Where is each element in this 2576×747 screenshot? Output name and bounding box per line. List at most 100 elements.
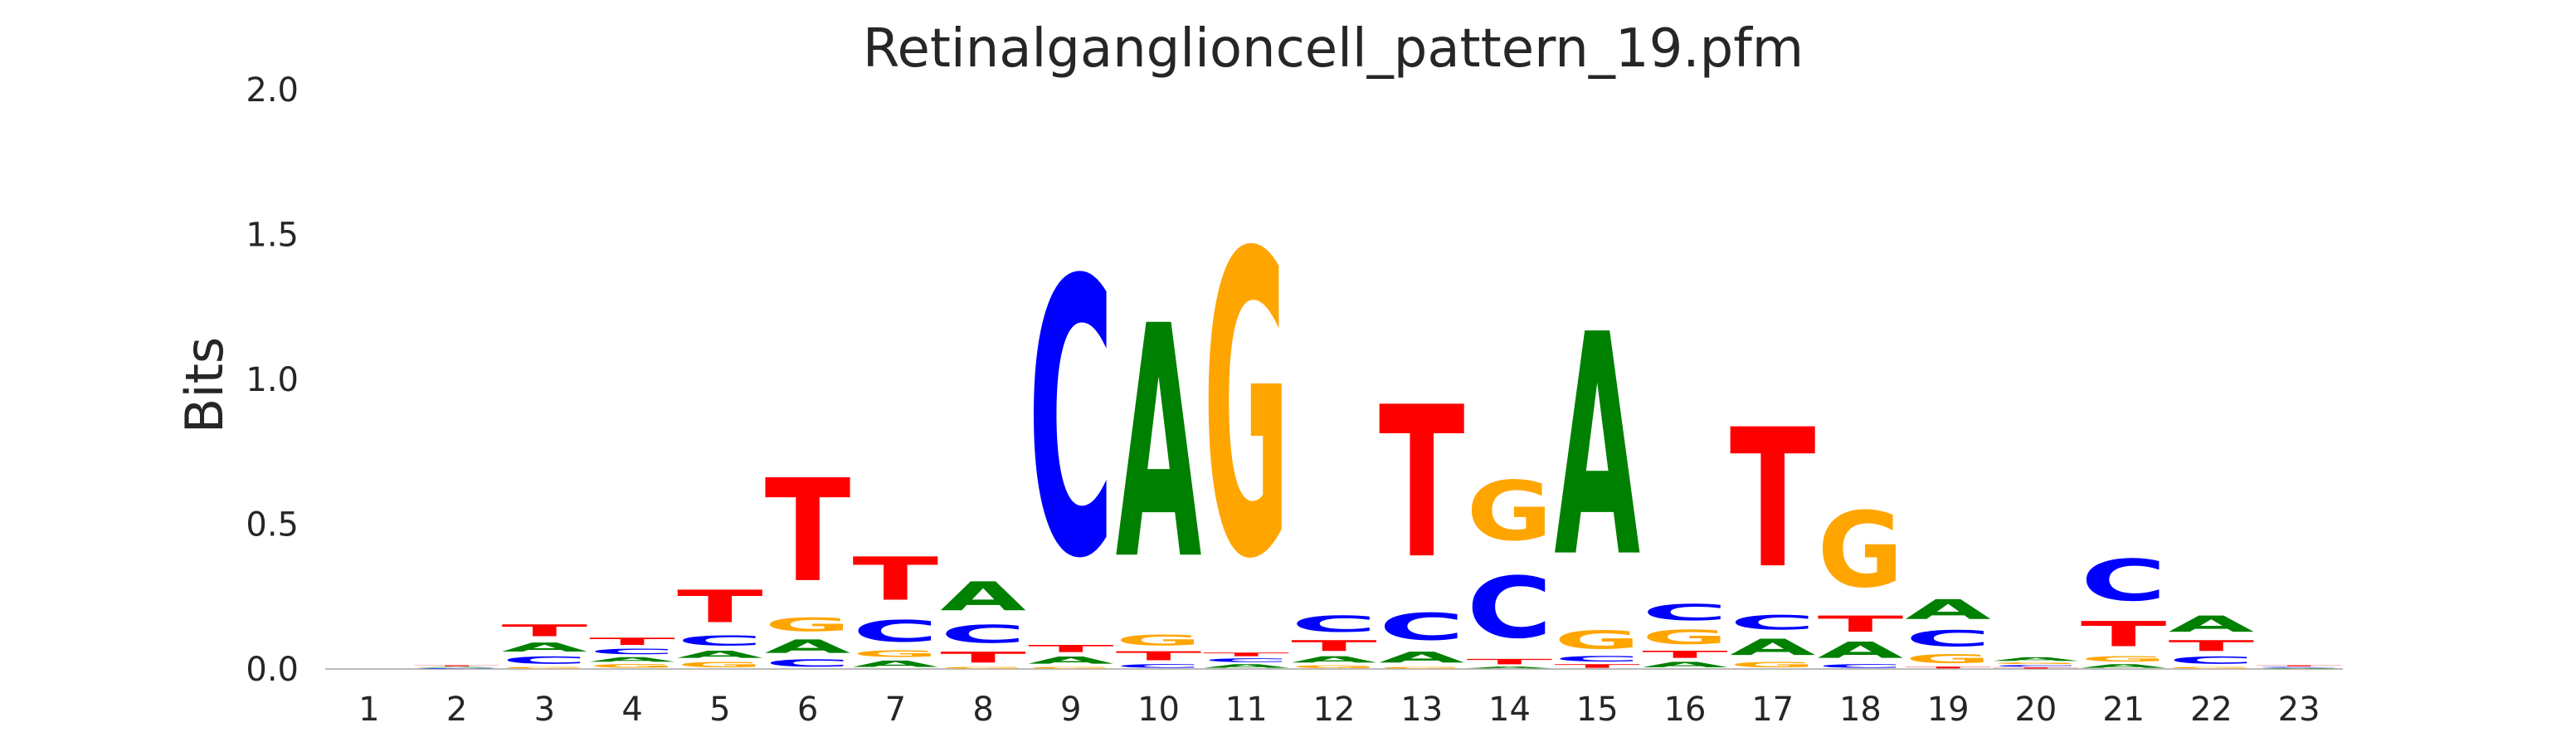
logo-letter-a: A [940, 574, 1026, 620]
y-tick-label: 1.0 [246, 361, 299, 399]
logo-stack: CAT [414, 665, 500, 669]
logo-letter-a: A [1818, 637, 1904, 663]
logo-letter-g: G [1028, 666, 1114, 669]
logo-letter-c: C [1203, 657, 1289, 663]
logo-letter-t: T [1203, 652, 1289, 657]
y-tick-label: 0.5 [246, 506, 299, 544]
logo-letter-g: G [852, 649, 938, 659]
logo-letter-t: T [765, 450, 851, 614]
x-tick-label: 6 [797, 691, 818, 729]
logo-letter-a: A [2169, 611, 2255, 637]
logo-letter-a: A [1467, 666, 1553, 669]
logo-letter-c: C [2169, 655, 2255, 666]
logo-letter-t: T [1642, 649, 1728, 661]
logo-letter-t: T [2081, 614, 2167, 654]
logo-letter-a: A [1554, 271, 1641, 625]
logo-letter-a: A [765, 636, 851, 657]
logo-letter-g: G [765, 614, 851, 636]
logo-stacks: CATGCATGACTGACTCAGTAGCTGTCAGATCCTGAACTGG… [414, 167, 2342, 669]
logo-letter-t: T [852, 545, 938, 614]
x-tick-label: 20 [2014, 691, 2057, 729]
x-tick-label: 16 [1664, 691, 1707, 729]
logo-letter-t: T [502, 621, 588, 640]
logo-letter-c: C [852, 614, 938, 649]
logo-letter-g: G [940, 666, 1026, 669]
logo-letter-t: T [2169, 637, 2255, 655]
x-tick-label: 18 [1839, 691, 1882, 729]
logo-letter-a: A [414, 666, 500, 667]
logo-letter-c: C [1818, 663, 1904, 669]
x-tick-label: 21 [2102, 691, 2145, 729]
logo-letter-c: C [940, 620, 1026, 649]
logo-letter-g: G [1467, 463, 1553, 559]
logo-letter-c: C [1554, 655, 1640, 663]
logo-letter-t: T [589, 636, 675, 647]
logo-letter-t: T [1993, 667, 2079, 669]
x-tick-label: 5 [709, 691, 730, 729]
logo-letter-a: A [502, 640, 588, 654]
logo-letter-a: A [1116, 259, 1203, 630]
logo-letter-a: A [1993, 657, 2079, 662]
logo-letter-t: T [1905, 666, 1991, 669]
logo-letter-a: A [677, 649, 763, 661]
chart-title: Retinalganglioncell_pattern_19.pfm [863, 18, 1804, 80]
logo-letter-c: C [677, 632, 763, 648]
y-axis-label: Bits [174, 337, 235, 433]
logo-letter-t: T [1291, 637, 1377, 655]
logo-letter-t: T [414, 665, 500, 666]
x-axis-ticks: 1 2 3 4 5 6 7 8 9 10 11 12 13 14 15 16 17 18 19 20 21 22 23 [358, 691, 2320, 729]
logo-letter-t: T [1116, 649, 1202, 663]
logo-letter-c: C [1028, 200, 1114, 642]
logo-letter-c: C [2256, 666, 2342, 667]
x-tick-label: 9 [1060, 691, 1081, 729]
logo-letter-t: T [1028, 643, 1114, 655]
logo-letter-g: G [677, 661, 763, 669]
logo-letter-t: T [677, 581, 763, 633]
logo-letter-c: C [2081, 548, 2167, 614]
logo-letter-g: G [1730, 661, 1816, 669]
x-tick-label: 13 [1400, 691, 1443, 729]
logo-letter-t: T [1379, 363, 1465, 604]
logo-letter-t: T [1818, 611, 1904, 637]
logo-letter-g: G [1905, 652, 1991, 666]
logo-letter-c: C [1291, 611, 1377, 637]
y-tick-label: 2.0 [246, 71, 299, 110]
y-tick-label: 0.0 [246, 651, 299, 689]
x-tick-label: 8 [972, 691, 993, 729]
logo-letter-c: C [1116, 663, 1202, 669]
x-tick-label: 15 [1576, 691, 1619, 729]
x-tick-label: 4 [621, 691, 642, 729]
x-tick-label: 17 [1751, 691, 1794, 729]
x-tick-label: 14 [1488, 691, 1531, 729]
logo-letter-g: G [1116, 632, 1202, 649]
logo-letter-c: C [1642, 599, 1728, 625]
logo-letter-a: A [589, 656, 675, 663]
logo-letter-a: A [2081, 663, 2167, 669]
logo-letter-t: T [940, 649, 1026, 666]
logo-letter-g: G [1291, 665, 1377, 669]
logo-letter-a: A [1379, 649, 1465, 666]
logo-letter-g: G [502, 666, 588, 669]
logo-letter-a: A [852, 659, 938, 669]
logo-letter-c: C [1993, 665, 2079, 667]
logo-letter-g: G [2081, 655, 2167, 663]
logo-letter-c: C [1379, 605, 1465, 648]
logo-letter-c: C [1467, 559, 1553, 657]
logo-letter-t: T [1730, 388, 1816, 611]
